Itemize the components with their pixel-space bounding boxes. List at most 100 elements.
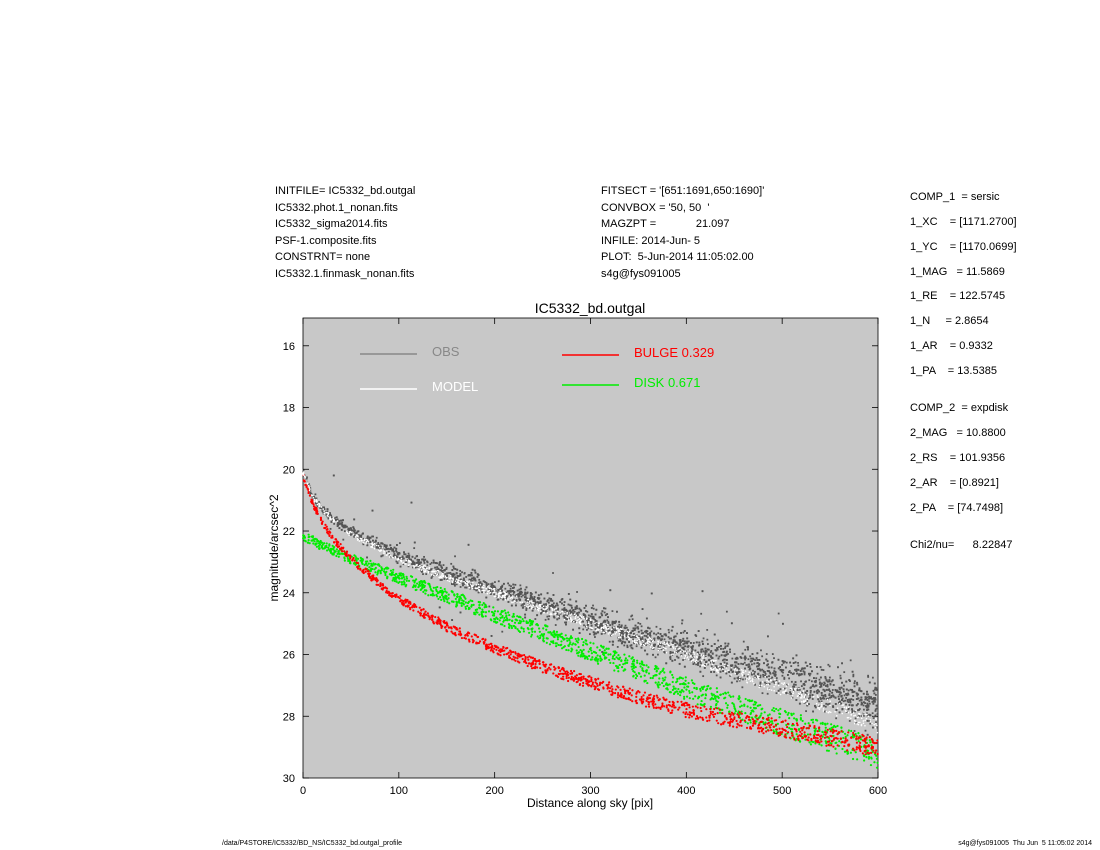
- series-disk-point: [666, 688, 669, 691]
- obs-point: [439, 579, 442, 581]
- obs-point: [681, 622, 683, 625]
- obs-point: [677, 650, 680, 652]
- obs-point: [770, 666, 773, 669]
- obs-point: [814, 679, 817, 682]
- obs-point: [772, 680, 775, 683]
- obs-point: [848, 698, 851, 701]
- obs-point: [543, 603, 545, 606]
- obs-point: [752, 657, 754, 660]
- obs-point: [631, 630, 634, 632]
- series-disk-point: [531, 630, 534, 633]
- series-disk-point: [417, 585, 420, 589]
- obs-point: [640, 646, 643, 649]
- obs-point: [580, 617, 582, 619]
- series-disk-point: [593, 651, 597, 654]
- obs-point: [313, 495, 316, 498]
- series-disk-point: [493, 612, 496, 615]
- obs-point: [872, 700, 875, 703]
- series-disk-point: [492, 620, 496, 623]
- series-disk-point: [567, 649, 570, 652]
- series-disk-point: [596, 654, 599, 657]
- obs-point: [614, 629, 617, 632]
- series-bulge-point: [732, 725, 735, 728]
- series-disk-point: [575, 639, 578, 643]
- series-disk-point: [826, 722, 829, 725]
- obs-point: [797, 664, 800, 667]
- obs-point: [454, 584, 456, 587]
- obs-point: [425, 573, 428, 575]
- obs-point: [727, 642, 730, 645]
- obs-point: [641, 636, 644, 639]
- series-disk-point: [585, 656, 589, 659]
- obs-point: [416, 558, 419, 561]
- series-disk-point: [615, 651, 618, 654]
- obs-point: [556, 613, 559, 616]
- obs-point: [491, 587, 493, 589]
- obs-point: [592, 607, 595, 610]
- obs-point: [563, 607, 566, 609]
- series-disk-point: [677, 687, 680, 691]
- obs-point: [440, 579, 443, 581]
- obs-point: [749, 655, 752, 658]
- obs-point: [395, 547, 398, 550]
- series-disk-point: [641, 663, 644, 666]
- series-disk-point: [429, 587, 432, 591]
- series-disk-point: [631, 668, 634, 671]
- series-disk-point: [599, 659, 602, 662]
- obs-point: [583, 616, 586, 619]
- series-disk-point: [664, 683, 668, 686]
- obs-point: [645, 640, 648, 642]
- series-disk-point: [703, 702, 706, 706]
- series-disk-point: [596, 662, 600, 665]
- obs-point: [611, 630, 614, 632]
- obs-point: [819, 676, 822, 679]
- series-disk-point: [706, 685, 709, 688]
- series-bulge-point: [514, 656, 517, 659]
- series-disk-point: [746, 705, 749, 708]
- series-disk-point: [354, 563, 357, 566]
- obs-point: [864, 696, 867, 699]
- obs-point: [686, 640, 688, 643]
- series-bulge-point: [422, 608, 425, 611]
- obs-point: [845, 680, 848, 683]
- series-bulge-point: [864, 753, 867, 756]
- obs-point: [723, 661, 726, 664]
- obs-point: [731, 670, 734, 673]
- obs-point: [701, 648, 704, 651]
- obs-point: [866, 699, 869, 701]
- obs-point: [672, 639, 675, 641]
- series-disk-point: [639, 675, 643, 678]
- obs-point: [399, 565, 402, 568]
- obs-point: [862, 704, 865, 707]
- series-disk-point: [766, 714, 770, 717]
- series-disk-point: [431, 592, 434, 595]
- obs-point: [534, 618, 537, 620]
- series-disk-point: [726, 706, 729, 709]
- obs-point: [868, 720, 871, 723]
- obs-point: [708, 654, 711, 657]
- obs-point: [697, 658, 700, 661]
- obs-point: [625, 626, 628, 629]
- series-bulge-point: [610, 685, 613, 688]
- obs-point: [605, 624, 608, 626]
- obs-point: [686, 645, 689, 648]
- series-disk-point: [801, 719, 804, 723]
- obs-point: [720, 647, 722, 650]
- obs-point: [678, 644, 681, 647]
- obs-point: [845, 692, 847, 695]
- series-disk-point: [377, 563, 380, 566]
- series-disk-point: [440, 598, 443, 601]
- obs-point: [832, 694, 835, 697]
- series-disk-point: [654, 681, 657, 684]
- series-bulge-point: [553, 668, 556, 671]
- obs-point: [864, 729, 867, 732]
- series-disk-point: [787, 711, 790, 715]
- series-bulge-point: [696, 706, 699, 709]
- obs-point: [421, 570, 423, 573]
- series-disk-point: [471, 599, 474, 603]
- series-disk-point: [512, 614, 515, 618]
- series-disk-point: [484, 615, 487, 618]
- obs-point: [323, 508, 326, 511]
- obs-point: [343, 530, 346, 533]
- obs-point: [476, 585, 478, 588]
